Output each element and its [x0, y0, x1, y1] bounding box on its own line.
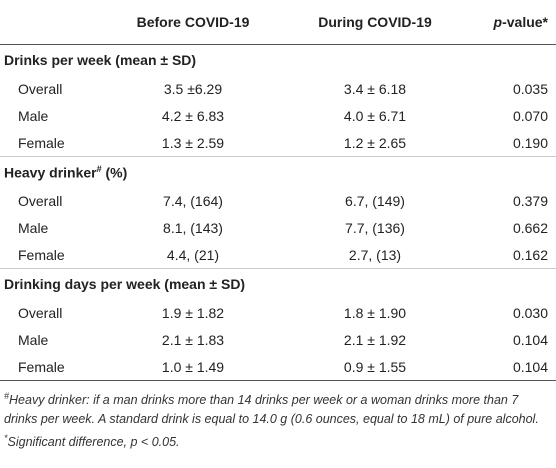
section-title-text: (%) — [101, 164, 128, 181]
section-title-text: Drinking days per week (mean ± SD) — [4, 276, 246, 292]
header-cell: Before COVID-19 — [112, 0, 274, 45]
section-row: Drinks per week (mean ± SD) — [0, 45, 556, 76]
row-label: Female — [0, 353, 112, 381]
header-cell — [0, 0, 112, 45]
data-row: Female 4.4, (21) 2.7, (13) 0.162 — [0, 241, 556, 269]
cell: 6.7, (149) — [345, 192, 405, 209]
cell: 4.2 ± 6.83 — [161, 107, 225, 124]
data-row: Female 1.3 ± 2.59 1.2 ± 2.65 0.190 — [0, 129, 556, 157]
cell: 4.4, (21) — [166, 246, 220, 263]
footnote-marker: * — [4, 433, 8, 444]
row-label: Overall — [18, 192, 63, 209]
cell: 1.9 ± 1.82 — [161, 304, 225, 321]
row-label: Overall — [18, 80, 63, 97]
section-title: Drinking days per week (mean ± SD) — [0, 268, 556, 299]
row-label: Female — [18, 246, 65, 263]
cell: 0.9 ± 1.55 — [274, 353, 476, 381]
table-body: Drinks per week (mean ± SD) Overall 3.5 ±6… — [0, 45, 556, 381]
cell: 8.1, (143) — [163, 219, 223, 236]
cell: 0.162 — [512, 246, 548, 263]
footnote: #Heavy drinker: if a man drinks more tha… — [4, 387, 552, 429]
data-row: Male 8.1, (143) 7.7, (136) 0.662 — [0, 214, 556, 241]
cell: 0.662 — [512, 219, 548, 236]
cell: 1.8 ± 1.90 — [343, 304, 407, 321]
cell: 0.104 — [512, 331, 548, 348]
cell: 2.7, (13) — [348, 246, 402, 263]
cell: 3.5 ±6.29 — [163, 80, 223, 97]
cell: 2.1 ± 1.92 — [343, 331, 407, 348]
cell: 0.070 — [512, 107, 548, 124]
row-label: Male — [18, 107, 49, 124]
cell: 7.4, (164) — [163, 192, 223, 209]
header-row: Before COVID-19 During COVID-19 p-value* — [0, 0, 556, 45]
data-row: Overall 7.4, (164) 6.7, (149) 0.379 — [0, 187, 556, 214]
data-row: Male 4.2 ± 6.83 4.0 ± 6.71 0.070 — [0, 102, 556, 129]
cell: 0.190 — [512, 134, 548, 151]
data-row: Overall 3.5 ±6.29 3.4 ± 6.18 0.035 — [0, 75, 556, 102]
cell: 1.3 ± 2.59 — [161, 134, 225, 151]
footnote-text: Significant difference, p < 0.05. — [7, 435, 180, 450]
cell: 0.035 — [512, 80, 548, 97]
row-label: Male — [18, 331, 49, 348]
cell: 2.1 ± 1.83 — [161, 331, 225, 348]
row-label: Female — [18, 134, 65, 151]
section-title: Heavy drinker# (%) — [0, 156, 556, 187]
data-table: Before COVID-19 During COVID-19 p-value*… — [0, 0, 556, 381]
data-row: Female 1.0 ± 1.49 0.9 ± 1.55 0.104 — [0, 353, 556, 381]
cell: 0.379 — [512, 192, 548, 209]
header-text: p — [493, 14, 503, 30]
row-label: Male — [18, 219, 49, 236]
header-cell: p-value* — [476, 0, 556, 45]
cell: 4.0 ± 6.71 — [343, 107, 407, 124]
data-row: Overall 1.9 ± 1.82 1.8 ± 1.90 0.030 — [0, 299, 556, 326]
row-label: Overall — [18, 304, 63, 321]
section-row: Heavy drinker# (%) — [0, 156, 556, 187]
data-row: Male 2.1 ± 1.83 2.1 ± 1.92 0.104 — [0, 326, 556, 353]
cell: 1.0 ± 1.49 — [112, 353, 274, 381]
section-title-text: Drinks per week (mean ± SD) — [4, 52, 197, 68]
cell: 1.2 ± 2.65 — [343, 134, 407, 151]
header-text: -value* — [502, 14, 548, 30]
section-row: Drinking days per week (mean ± SD) — [0, 268, 556, 299]
cell: 0.030 — [512, 304, 548, 321]
cell: 3.4 ± 6.18 — [343, 80, 407, 97]
section-title-text: Heavy drinker — [4, 164, 97, 181]
footnote-marker: # — [96, 163, 102, 174]
footnotes: #Heavy drinker: if a man drinks more tha… — [0, 381, 556, 452]
footnote-text: Heavy drinker: if a man drinks more than… — [4, 393, 539, 427]
cell: 0.104 — [476, 353, 556, 381]
footnote-marker: # — [4, 391, 10, 401]
cell: 7.7, (136) — [345, 219, 405, 236]
section-title: Drinks per week (mean ± SD) — [0, 45, 556, 76]
footnote: *Significant difference, p < 0.05. — [4, 429, 552, 452]
header-cell: During COVID-19 — [274, 0, 476, 45]
